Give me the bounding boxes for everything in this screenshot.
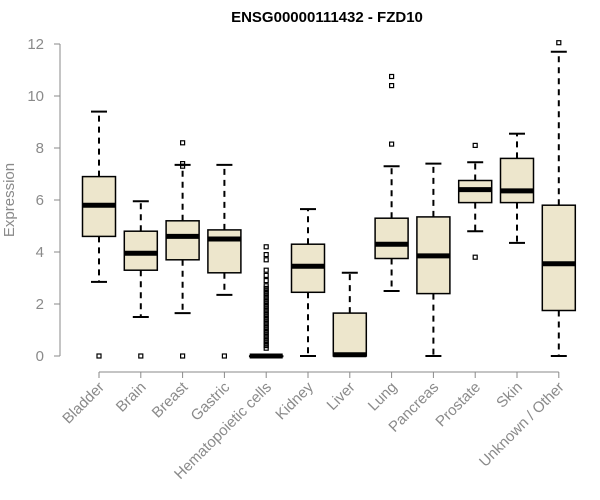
box-4 xyxy=(248,244,284,359)
box-2 xyxy=(165,140,200,359)
outlier-point xyxy=(389,141,395,147)
outlier-point xyxy=(263,285,269,291)
outlier-point xyxy=(263,306,269,312)
outlier-point xyxy=(263,278,269,284)
box-3 xyxy=(207,163,242,359)
outlier-point xyxy=(263,293,269,299)
y-tick-label: 12 xyxy=(27,36,44,53)
outlier-point xyxy=(263,311,269,317)
box-1 xyxy=(123,200,159,359)
outlier-point xyxy=(263,327,269,333)
y-axis-label: Expression xyxy=(1,163,18,237)
outlier-point xyxy=(389,73,395,80)
box-7 xyxy=(374,73,409,292)
outlier-point xyxy=(263,301,269,307)
outlier-point xyxy=(263,337,269,343)
outlier-point xyxy=(263,288,269,294)
outlier-point xyxy=(96,353,102,359)
outlier-point xyxy=(263,272,269,278)
outlier-point xyxy=(263,345,269,351)
x-tick-label: Lung xyxy=(365,379,401,415)
y-axis: 0 2 4 6 8 10 12 xyxy=(27,36,61,365)
outlier-point xyxy=(263,319,269,325)
outlier-point xyxy=(180,353,186,359)
x-tick-label: Brain xyxy=(113,379,150,416)
box-iqr xyxy=(123,230,159,271)
outlier-point xyxy=(472,142,478,148)
box-6 xyxy=(332,271,368,358)
outlier-point xyxy=(263,332,269,338)
chart-title: ENSG00000111432 - FZD10 xyxy=(231,9,423,26)
outlier-point xyxy=(263,330,269,336)
y-tick-label: 6 xyxy=(36,192,44,209)
box-11 xyxy=(541,40,577,357)
outlier-point xyxy=(472,254,478,260)
outlier-point xyxy=(263,317,269,323)
outlier-point xyxy=(263,283,269,289)
outlier-point xyxy=(221,353,227,359)
y-tick-label: 8 xyxy=(36,140,44,157)
y-tick-label: 2 xyxy=(36,296,44,313)
x-tick-label: Liver xyxy=(324,379,359,414)
outlier-point xyxy=(180,161,186,167)
x-tick-label: Prostate xyxy=(432,379,484,431)
outlier-point xyxy=(263,298,269,304)
outlier-point xyxy=(180,140,186,146)
box-9 xyxy=(457,142,493,260)
box-iqr xyxy=(541,204,577,312)
y-tick-label: 4 xyxy=(36,244,44,261)
outlier-point xyxy=(556,40,562,46)
outlier-point xyxy=(389,82,395,89)
box-iqr xyxy=(332,312,368,357)
outlier-point xyxy=(263,340,269,346)
box-iqr xyxy=(499,157,535,204)
y-tick-label: 10 xyxy=(27,88,44,105)
outlier-point xyxy=(263,343,269,349)
outlier-point xyxy=(263,314,269,320)
y-tick-label: 0 xyxy=(36,348,44,365)
outlier-point xyxy=(263,291,269,297)
outlier-point xyxy=(263,267,269,273)
box-iqr xyxy=(207,229,242,274)
outlier-point xyxy=(263,304,269,310)
outlier-point xyxy=(138,353,144,359)
box-iqr xyxy=(374,217,409,260)
x-tick-label: Bladder xyxy=(59,379,108,428)
box-5 xyxy=(290,208,326,357)
x-tick-label: Skin xyxy=(493,379,526,412)
outlier-point xyxy=(263,244,269,250)
x-tick-label: Breast xyxy=(149,378,192,421)
box-10 xyxy=(499,132,535,244)
outlier-point xyxy=(263,257,269,263)
outlier-point xyxy=(263,252,269,258)
outlier-point xyxy=(263,324,269,330)
box-8 xyxy=(416,162,451,357)
box-iqr xyxy=(165,220,200,261)
plot-area xyxy=(81,40,577,359)
x-tick-label: Kidney xyxy=(272,378,317,423)
box-0 xyxy=(81,110,117,359)
